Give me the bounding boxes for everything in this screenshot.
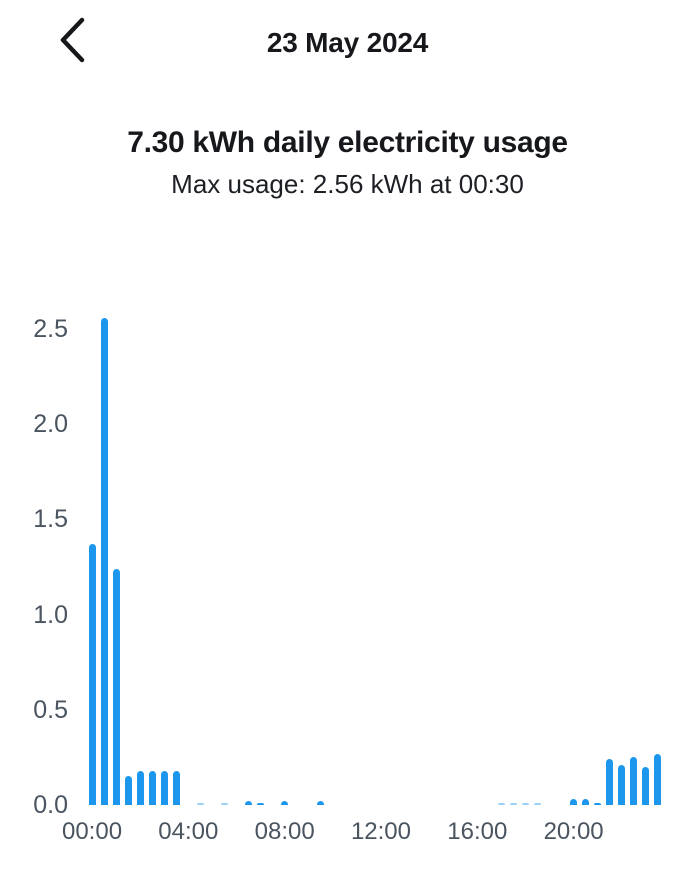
y-axis-label: 0.5 xyxy=(33,695,68,724)
y-axis-label: 1.5 xyxy=(33,505,68,534)
usage-bar-22:30[interactable] xyxy=(630,757,638,805)
page-title: 23 May 2024 xyxy=(266,27,429,58)
y-axis-label: 1.0 xyxy=(33,600,68,629)
y-axis-label: 0.0 xyxy=(33,791,68,819)
usage-bar-23:30[interactable] xyxy=(654,753,662,805)
usage-bar-04:30[interactable] xyxy=(196,803,204,805)
x-axis-label: 00:00 xyxy=(61,818,123,845)
usage-bar-17:00[interactable] xyxy=(497,803,505,805)
y-axis-label: 2.5 xyxy=(33,315,68,343)
usage-bar-chart: 0.0 0.5 1.0 1.5 2.0 2.5 00:00 04:00 08:00 12:00 16… xyxy=(0,300,695,860)
usage-bar-09:30[interactable] xyxy=(317,801,325,805)
usage-bar-01:00[interactable] xyxy=(112,568,120,805)
usage-total-heading: 7.30 kWh daily electricity usage xyxy=(127,126,568,159)
usage-bar-00:00[interactable] xyxy=(88,544,96,805)
usage-bar-03:30[interactable] xyxy=(172,770,180,805)
usage-bar-05:30[interactable] xyxy=(220,803,228,805)
x-axis-label: 08:00 xyxy=(254,818,315,845)
usage-bar-20:00[interactable] xyxy=(570,799,578,805)
y-axis-label: 2.0 xyxy=(33,410,68,439)
x-axis-label: 12:00 xyxy=(350,818,411,845)
max-usage-subtitle: Max usage: 2.56 kWh at 00:30 xyxy=(171,169,524,199)
usage-bar-22:00[interactable] xyxy=(618,765,626,805)
usage-bar-23:00[interactable] xyxy=(642,766,650,805)
usage-bar-02:00[interactable] xyxy=(136,770,144,805)
x-axis-label: 16:00 xyxy=(447,818,508,845)
x-axis-label: 04:00 xyxy=(158,818,219,845)
usage-bar-01:30[interactable] xyxy=(124,776,132,805)
usage-bar-03:00[interactable] xyxy=(160,770,168,805)
usage-bar-17:30[interactable] xyxy=(509,803,517,805)
usage-bar-21:00[interactable] xyxy=(594,803,602,805)
usage-bar-21:30[interactable] xyxy=(606,759,614,805)
usage-bar-02:30[interactable] xyxy=(148,770,156,805)
back-button[interactable] xyxy=(44,8,100,74)
usage-bar-20:30[interactable] xyxy=(582,799,590,805)
x-axis-label: 20:00 xyxy=(543,818,604,845)
usage-bar-07:00[interactable] xyxy=(257,803,265,805)
usage-bar-00:30[interactable] xyxy=(100,317,108,805)
usage-bar-18:00[interactable] xyxy=(521,803,529,805)
usage-bar-18:30[interactable] xyxy=(534,803,541,805)
usage-bar-06:30[interactable] xyxy=(245,801,253,805)
usage-bar-08:00[interactable] xyxy=(281,801,289,805)
chevron-left-icon xyxy=(59,17,85,66)
